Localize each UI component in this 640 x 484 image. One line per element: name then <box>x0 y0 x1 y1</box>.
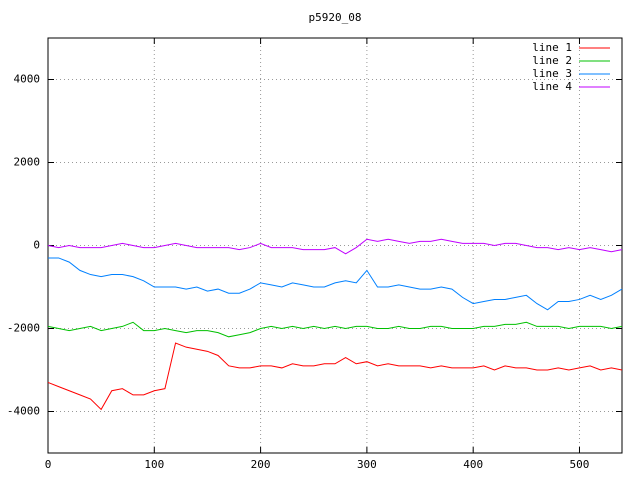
x-tick-label: 400 <box>463 458 483 471</box>
data-line <box>47 321 623 338</box>
data-line <box>47 238 623 255</box>
legend-label: line 1 <box>532 41 572 54</box>
x-tick-label: 300 <box>357 458 377 471</box>
data-line <box>47 342 623 411</box>
chart-title: p5920_08 <box>309 11 362 24</box>
y-tick-label: 4000 <box>14 73 41 86</box>
y-tick-label: -4000 <box>7 405 40 418</box>
x-tick-label: 500 <box>570 458 590 471</box>
legend-label: line 3 <box>532 67 572 80</box>
x-tick-label: 0 <box>45 458 52 471</box>
x-tick-label: 100 <box>144 458 164 471</box>
legend-label: line 2 <box>532 54 572 67</box>
data-line <box>48 257 623 311</box>
legend-label: line 4 <box>532 80 572 93</box>
y-tick-label: 0 <box>33 239 40 252</box>
y-tick-label: 2000 <box>14 156 41 169</box>
x-tick-label: 200 <box>251 458 271 471</box>
y-tick-label: -2000 <box>7 322 40 335</box>
